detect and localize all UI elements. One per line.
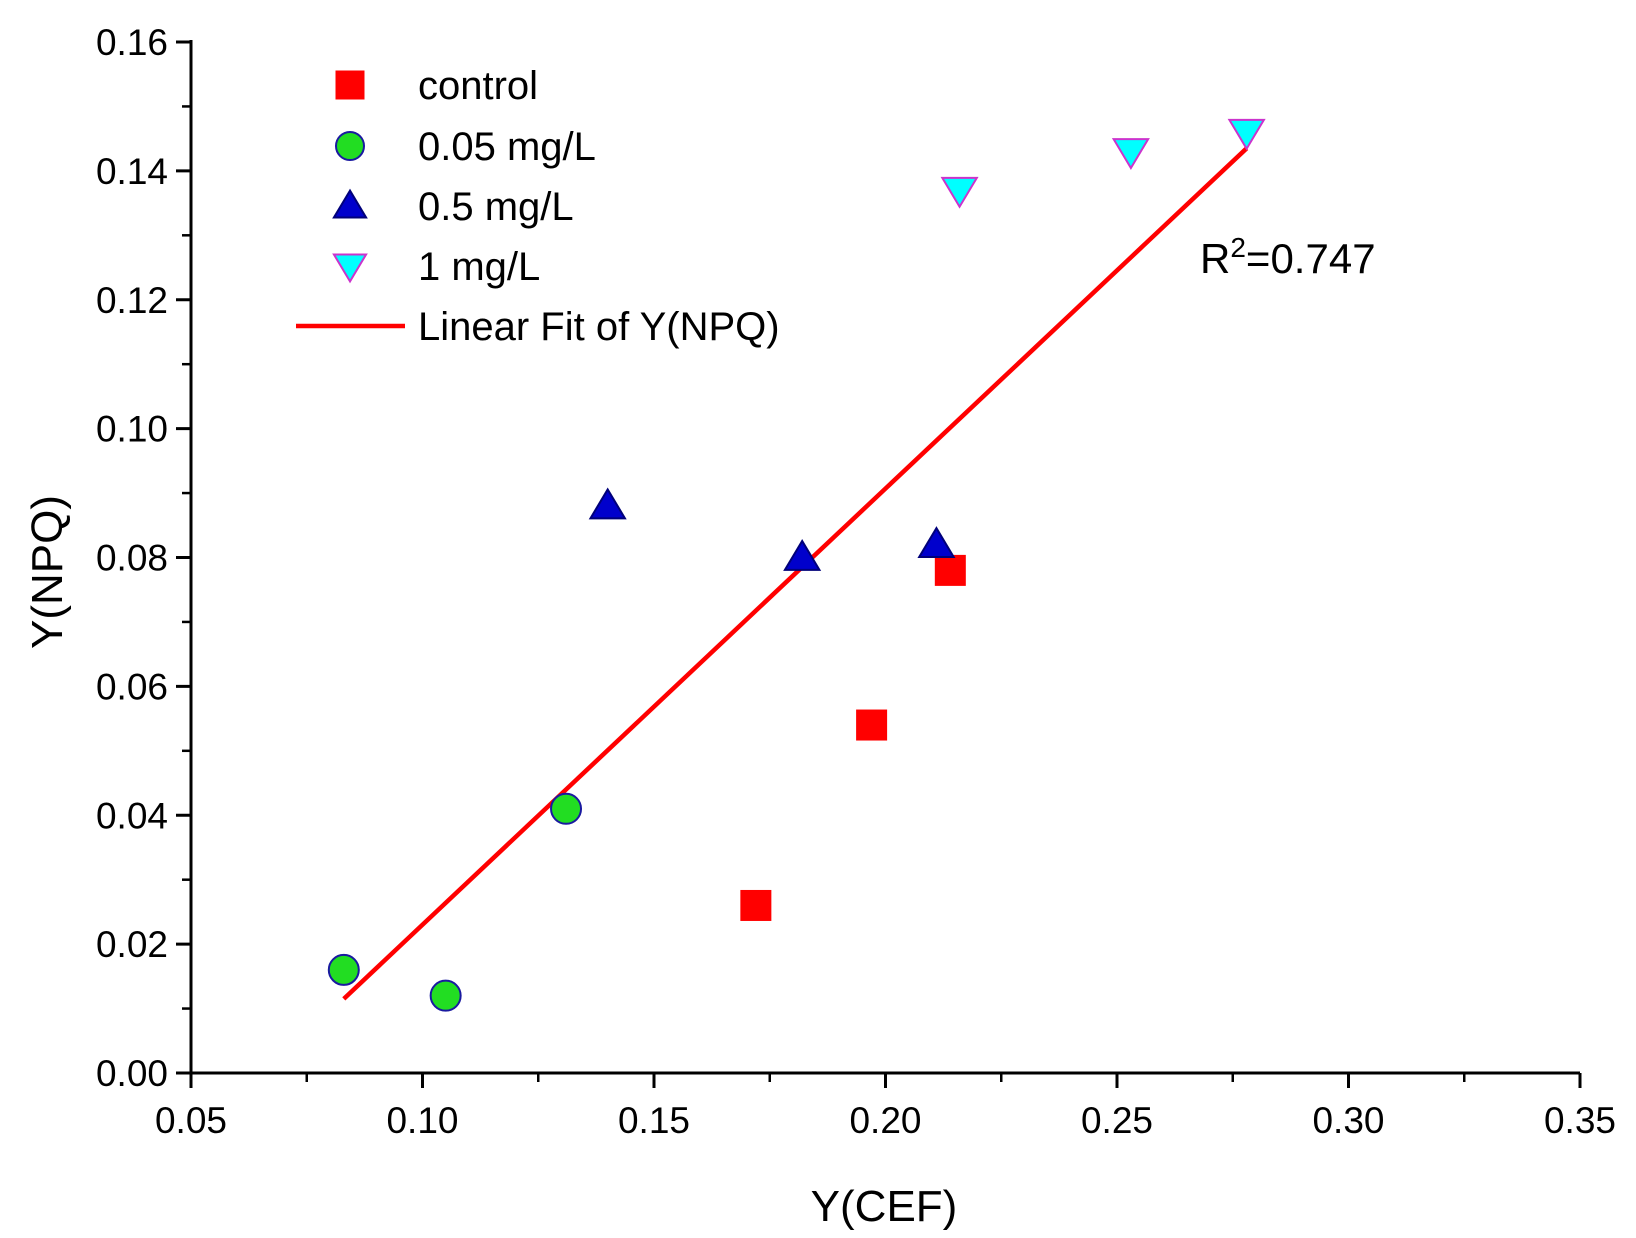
y-tick-label: 0.06 [96,666,168,707]
y-tick-label: 0.02 [96,924,168,965]
y-axis-title: Y(NPQ) [23,495,72,649]
legend-label-1: control [418,64,538,108]
x-tick-label: 0.30 [1312,1100,1384,1141]
data-point-series-2 [550,792,583,825]
points-layer [327,118,1266,1012]
data-point-series-2 [327,953,360,986]
y-tick-label: 0.08 [96,538,168,579]
legend-marker-2 [335,131,365,161]
axes: 0.05 0.10 0.15 0.20 0.25 0.30 0.35 0.00 0.02 0.04… [96,22,1616,1141]
x-tick-label: 0.20 [849,1100,921,1141]
x-tick-label: 0.05 [155,1100,227,1141]
fit-layer [342,146,1249,1001]
legend: control 0.05 mg/L 0.5 mg/L 1 mg/L Linear Fit… [296,64,780,349]
data-point-series-3 [588,487,627,520]
y-tick-label: 0.12 [96,280,168,321]
legend-marker-3 [332,188,368,219]
x-tick-label: 0.35 [1544,1100,1616,1141]
data-point-series-3 [783,539,822,571]
y-tick-label: 0.00 [96,1053,168,1094]
x-tick-label: 0.25 [1081,1100,1153,1141]
legend-label-3: 0.5 mg/L [418,185,574,229]
r-squared-base: R [1200,235,1230,282]
x-tick-label: 0.15 [618,1100,690,1141]
data-point-series-1 [934,554,966,586]
legend-marker-4 [332,253,368,284]
data-point-series-3 [917,526,956,558]
r-squared-annotation: R2=0.747 [1200,232,1376,282]
data-point-series-4 [1111,138,1150,170]
data-point-series-1 [856,709,888,741]
data-point-series-4 [1227,118,1266,151]
y-tick-label: 0.10 [96,409,168,450]
y-tick-label: 0.14 [96,151,168,192]
linear-fit-line [342,146,1249,1001]
legend-label-4: 1 mg/L [418,245,540,289]
data-point-series-4 [940,176,979,209]
data-point-series-1 [740,889,772,921]
legend-label-2: 0.05 mg/L [418,125,596,169]
y-tick-label: 0.16 [96,22,168,63]
legend-label-fit: Linear Fit of Y(NPQ) [418,305,780,349]
x-axis-title: Y(CEF) [811,1182,958,1231]
legend-marker-1 [335,70,365,100]
y-tick-label: 0.04 [96,795,168,836]
r-squared-value: =0.747 [1246,235,1376,282]
r-squared-superscript: 2 [1230,232,1246,263]
data-point-series-2 [429,979,462,1012]
x-tick-label: 0.10 [386,1100,458,1141]
